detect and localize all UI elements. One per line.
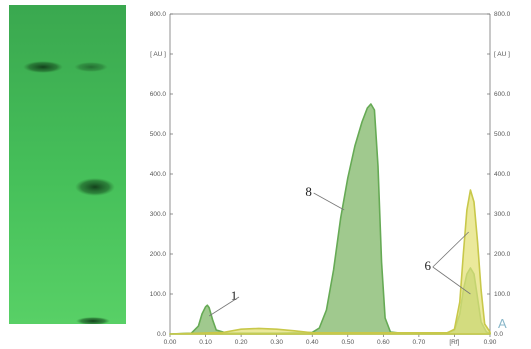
y-right-tick-label: 0.0 [494,331,503,338]
tlc-plate-image [9,5,126,324]
x-tick-label: 0.30 [270,339,283,346]
tlc-spot-lane2-top [74,62,108,72]
peak-label-8: 8 [305,184,312,199]
peak-leader-line [313,192,345,211]
x-tick-label: 0.10 [199,339,212,346]
panel-letter: A [498,316,507,331]
y-right-tick-label: 800.0 [494,11,511,18]
peak-leader-line [432,266,471,295]
y-right-tick-label: 600.0 [494,91,511,98]
y-left-tick-label: 100.0 [150,291,167,298]
x-tick-label: 0.50 [341,339,354,346]
x-tick-label: 0.90 [484,339,497,346]
x-tick-label: 0.20 [235,339,248,346]
y-left-tick-label: [ AU ] [150,51,166,58]
y-left-tick-label: 300.0 [150,211,167,218]
peak-leader-line [432,231,469,268]
x-tick-label: [Rf] [449,339,459,346]
y-left-tick-label: 200.0 [150,251,167,258]
y-left-tick-label: 0.0 [157,331,166,338]
y-right-tick-label: 100.0 [494,291,511,298]
y-left-tick-label: 400.0 [150,171,167,178]
peak-label-1: 1 [231,288,238,303]
y-right-tick-label: 300.0 [494,211,511,218]
tlc-spot-lane2-middle [75,178,115,196]
y-left-tick-label: 800.0 [150,11,167,18]
y-right-tick-label: 200.0 [494,251,511,258]
x-tick-label: 0.60 [377,339,390,346]
tlc-spot-lane2-bottom [76,317,110,324]
y-left-tick-label: 500.0 [150,131,167,138]
x-tick-label: 0.70 [413,339,426,346]
series-2-area [169,189,491,335]
y-left-tick-label: 600.0 [150,91,167,98]
peak-leader-line [208,296,240,317]
x-tick-label: 0.40 [306,339,319,346]
peak-label-6: 6 [425,258,432,273]
series-1-area [169,103,491,335]
y-right-tick-label: [ AU ] [494,51,510,58]
y-right-tick-label: 500.0 [494,131,511,138]
tlc-spot-lane1-top [23,61,63,73]
y-right-tick-label: 400.0 [494,171,511,178]
x-tick-label: 0.00 [164,339,177,346]
